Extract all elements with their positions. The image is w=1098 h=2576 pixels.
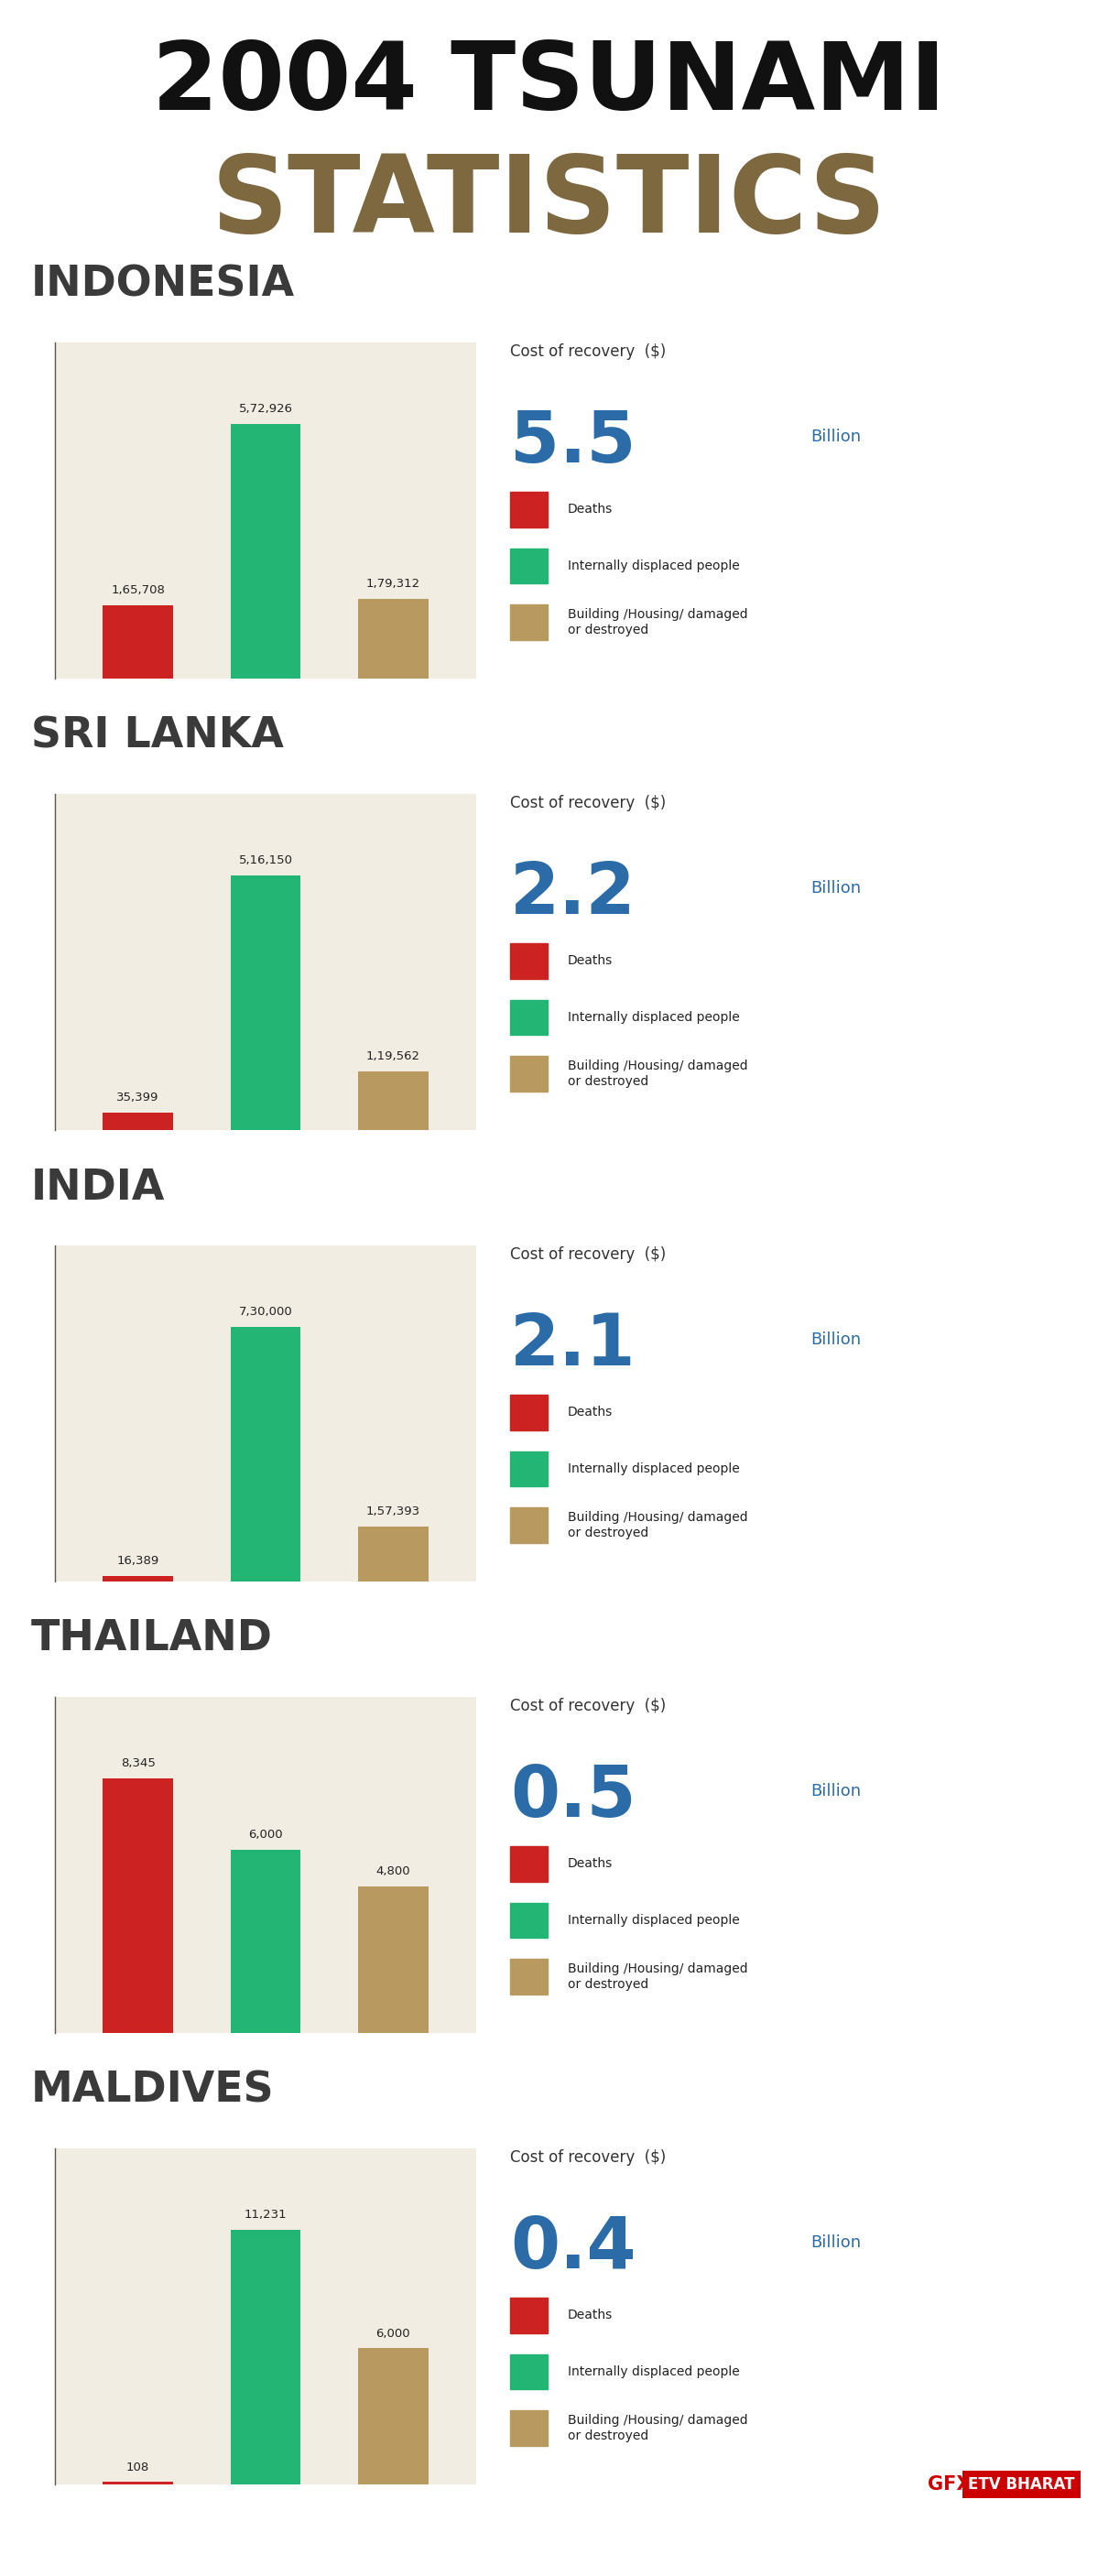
Text: 2.1: 2.1 xyxy=(509,1311,636,1381)
Text: Cost of recovery  ($): Cost of recovery ($) xyxy=(509,1698,665,1716)
Text: 11,231: 11,231 xyxy=(244,2210,287,2221)
FancyBboxPatch shape xyxy=(509,2354,548,2391)
FancyBboxPatch shape xyxy=(509,1056,548,1092)
Text: 1,79,312: 1,79,312 xyxy=(366,577,421,590)
Bar xyxy=(358,598,428,677)
Text: Internally displaced people: Internally displaced people xyxy=(568,1010,740,1023)
Text: 5,72,926: 5,72,926 xyxy=(238,404,292,415)
Text: 2004 TSUNAMI: 2004 TSUNAMI xyxy=(153,39,945,131)
Text: Cost of recovery  ($): Cost of recovery ($) xyxy=(509,2148,665,2166)
Text: 6,000: 6,000 xyxy=(376,2329,411,2339)
Text: Internally displaced people: Internally displaced people xyxy=(568,1463,740,1476)
Text: 4,800: 4,800 xyxy=(376,1865,411,1878)
Text: SRI LANKA: SRI LANKA xyxy=(31,716,283,757)
Text: STATISTICS: STATISTICS xyxy=(211,149,887,255)
Text: 5.5: 5.5 xyxy=(509,407,636,477)
Text: Billion: Billion xyxy=(810,1783,861,1798)
Bar xyxy=(231,425,301,677)
Bar xyxy=(231,876,301,1131)
Text: Deaths: Deaths xyxy=(568,1406,613,1419)
Text: Cost of recovery  ($): Cost of recovery ($) xyxy=(509,1247,665,1262)
Text: 7,30,000: 7,30,000 xyxy=(238,1306,292,1319)
Bar xyxy=(231,2231,301,2483)
Text: Billion: Billion xyxy=(810,881,861,896)
Text: 6,000: 6,000 xyxy=(248,1829,283,1842)
FancyBboxPatch shape xyxy=(509,492,548,528)
FancyBboxPatch shape xyxy=(509,605,548,639)
Text: 5,16,150: 5,16,150 xyxy=(238,855,292,866)
Text: 0.5: 0.5 xyxy=(509,1762,636,1832)
Text: Internally displaced people: Internally displaced people xyxy=(568,559,740,572)
Text: 16,389: 16,389 xyxy=(116,1556,159,1566)
Text: 1,65,708: 1,65,708 xyxy=(111,585,165,595)
Text: Internally displaced people: Internally displaced people xyxy=(568,2365,740,2378)
Text: Building /Housing/ damaged
or destroyed: Building /Housing/ damaged or destroyed xyxy=(568,1059,748,1087)
Text: Deaths: Deaths xyxy=(568,1857,613,1870)
Text: Building /Housing/ damaged
or destroyed: Building /Housing/ damaged or destroyed xyxy=(568,1963,748,1991)
Text: INDONESIA: INDONESIA xyxy=(31,265,295,307)
Text: GFX: GFX xyxy=(928,2476,977,2494)
Text: Cost of recovery  ($): Cost of recovery ($) xyxy=(509,796,665,811)
Text: INDIA: INDIA xyxy=(31,1167,165,1208)
Bar xyxy=(103,605,173,677)
Text: Billion: Billion xyxy=(810,2233,861,2251)
Text: THAILAND: THAILAND xyxy=(31,1618,272,1659)
FancyBboxPatch shape xyxy=(509,1394,548,1430)
Text: Building /Housing/ damaged
or destroyed: Building /Housing/ damaged or destroyed xyxy=(568,608,748,636)
Text: Building /Housing/ damaged
or destroyed: Building /Housing/ damaged or destroyed xyxy=(568,2414,748,2442)
Text: ETV BHARAT: ETV BHARAT xyxy=(968,2476,1075,2494)
Text: Internally displaced people: Internally displaced people xyxy=(568,1914,740,1927)
FancyBboxPatch shape xyxy=(509,999,548,1036)
FancyBboxPatch shape xyxy=(509,549,548,585)
Text: Billion: Billion xyxy=(810,1332,861,1347)
Text: 0.4: 0.4 xyxy=(509,2213,636,2282)
Text: Cost of recovery  ($): Cost of recovery ($) xyxy=(509,343,665,361)
Bar xyxy=(358,1072,428,1131)
Text: 35,399: 35,399 xyxy=(116,1092,159,1103)
FancyBboxPatch shape xyxy=(509,1507,548,1543)
Text: 108: 108 xyxy=(126,2460,149,2473)
FancyBboxPatch shape xyxy=(509,1450,548,1486)
Text: Deaths: Deaths xyxy=(568,2308,613,2321)
FancyBboxPatch shape xyxy=(509,943,548,979)
Bar xyxy=(358,1528,428,1582)
Bar xyxy=(231,1850,301,2032)
Bar xyxy=(358,2349,428,2483)
FancyBboxPatch shape xyxy=(509,2298,548,2334)
FancyBboxPatch shape xyxy=(509,2411,548,2445)
Text: MALDIVES: MALDIVES xyxy=(31,2071,274,2112)
Text: 8,345: 8,345 xyxy=(121,1757,155,1770)
FancyBboxPatch shape xyxy=(509,1960,548,1994)
FancyBboxPatch shape xyxy=(509,1847,548,1880)
Text: For More Info Download   étv   APP          App Store          Google Play: For More Info Download étv APP App Store… xyxy=(265,2527,833,2545)
Text: Deaths: Deaths xyxy=(568,956,613,969)
Bar xyxy=(231,1327,301,1582)
Text: Deaths: Deaths xyxy=(568,502,613,515)
Text: 1,19,562: 1,19,562 xyxy=(367,1051,421,1061)
Bar xyxy=(358,1886,428,2032)
Bar xyxy=(103,1577,173,1582)
Text: 1,57,393: 1,57,393 xyxy=(366,1507,421,1517)
Text: Building /Housing/ damaged
or destroyed: Building /Housing/ damaged or destroyed xyxy=(568,1512,748,1540)
Bar xyxy=(103,1113,173,1131)
Text: Billion: Billion xyxy=(810,428,861,446)
FancyBboxPatch shape xyxy=(509,1904,548,1937)
Bar xyxy=(103,1777,173,2032)
Text: 2.2: 2.2 xyxy=(509,858,636,927)
